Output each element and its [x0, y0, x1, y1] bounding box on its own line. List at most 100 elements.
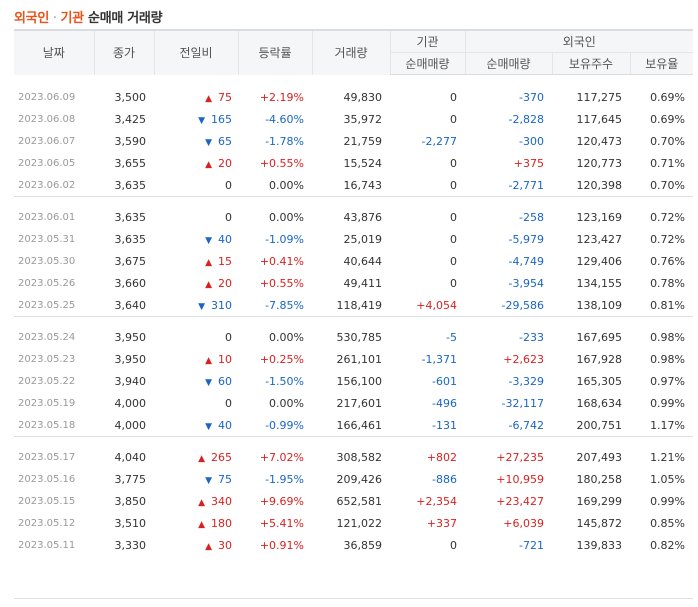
table-row: 2023.05.31 3,635 ▼ 40 -1.09% 25,019 0 -5,979 123…	[14, 228, 693, 250]
header-inst-net: 순매매량	[389, 52, 465, 75]
cell-rate: +2.19%	[259, 90, 304, 104]
cell-inst-net: -496	[432, 396, 457, 410]
cell-foreign-net: -370	[519, 90, 544, 104]
cell-foreign-ratio: 1.05%	[650, 472, 686, 486]
title-rest: 순매매 거래량	[83, 11, 163, 26]
cell-rate: +0.55%	[259, 156, 304, 170]
cell-date: 2023.05.17	[18, 451, 76, 463]
title-institution: 기관	[60, 11, 84, 26]
change-value: 40	[218, 232, 232, 246]
cell-rate: +9.69%	[259, 494, 304, 508]
cell-inst-net: 0	[450, 90, 457, 104]
cell-foreign-ratio: 0.82%	[650, 538, 686, 552]
group-separator-cell	[14, 316, 694, 326]
cell-date: 2023.06.07	[18, 135, 76, 147]
cell-foreign-holdings: 167,695	[576, 330, 623, 344]
cell-foreign-holdings: 165,305	[576, 374, 623, 388]
arrow-up-icon: ▲	[205, 257, 212, 268]
cell-rate: 0.00%	[269, 396, 304, 410]
arrow-up-icon: ▲	[198, 497, 205, 508]
cell-rate: +0.55%	[259, 276, 304, 290]
cell-date: 2023.05.11	[18, 539, 76, 551]
cell-volume: 121,022	[336, 516, 383, 530]
table-row: 2023.06.05 3,655 ▲ 20 +0.55% 15,524 0 +375 120,7…	[14, 152, 693, 174]
header-foreign-net: 순매매량	[464, 52, 552, 75]
cell-rate: +5.41%	[259, 516, 304, 530]
cell-foreign-net: +6,039	[503, 516, 544, 530]
cell-foreign-ratio: 0.72%	[650, 232, 686, 246]
cell-inst-net: 0	[450, 538, 457, 552]
cell-close: 3,635	[114, 210, 147, 224]
header-foreign-ratio: 보유율	[629, 52, 694, 75]
cell-foreign-net: -258	[519, 210, 544, 224]
change-value: 20	[218, 156, 232, 170]
change-value: 265	[211, 450, 232, 464]
cell-close: 3,675	[114, 254, 147, 268]
cell-date: 2023.05.22	[18, 375, 76, 387]
cell-foreign-ratio: 0.98%	[650, 352, 686, 366]
cell-foreign-ratio: 0.71%	[650, 156, 686, 170]
cell-change: 0	[154, 326, 238, 348]
table-row: 2023.05.12 3,510 ▲ 180 +5.41% 121,022 +337 +6,0…	[14, 512, 693, 534]
header-volume: 거래량	[311, 29, 390, 75]
cell-close: 3,425	[114, 112, 147, 126]
table-row: 2023.06.08 3,425 ▼ 165 -4.60% 35,972 0 -2,828 11…	[14, 108, 693, 130]
table-row: 2023.06.02 3,635 0 0.00% 16,743 0 -2,771 120,39…	[14, 174, 693, 197]
cell-volume: 530,785	[336, 330, 383, 344]
cell-rate: 0.00%	[269, 178, 304, 192]
cell-foreign-holdings: 169,299	[576, 494, 623, 508]
cell-change: ▼ 40	[154, 414, 238, 437]
cell-date: 2023.05.19	[18, 397, 76, 409]
cell-foreign-ratio: 0.69%	[650, 90, 686, 104]
cell-foreign-net: -3,329	[508, 374, 544, 388]
change-value: 30	[218, 538, 232, 552]
cell-foreign-ratio: 1.17%	[650, 418, 686, 432]
cell-inst-net: -5	[446, 330, 457, 344]
cell-foreign-holdings: 207,493	[576, 450, 623, 464]
cell-volume: 35,972	[343, 112, 383, 126]
arrow-up-icon: ▲	[198, 453, 205, 464]
table-row: 2023.05.24 3,950 0 0.00% 530,785 -5 -233 167,69…	[14, 326, 693, 348]
cell-change: ▲ 265	[154, 446, 238, 468]
cell-foreign-ratio: 0.97%	[650, 374, 686, 388]
cell-foreign-ratio: 0.85%	[650, 516, 686, 530]
cell-close: 3,640	[114, 298, 147, 312]
cell-rate: +0.91%	[259, 538, 304, 552]
cell-inst-net: +337	[426, 516, 457, 530]
cell-close: 3,950	[114, 330, 147, 344]
cell-rate: -1.95%	[265, 472, 304, 486]
arrow-down-icon: ▼	[198, 301, 205, 312]
section-title: 외국인 · 기관 순매매 거래량	[14, 7, 163, 26]
cell-inst-net: +2,354	[416, 494, 457, 508]
table-row: 2023.05.16 3,775 ▼ 75 -1.95% 209,426 -886 +10,9…	[14, 468, 693, 490]
cell-close: 4,000	[114, 396, 147, 410]
cell-inst-net: 0	[450, 254, 457, 268]
cell-date: 2023.06.01	[18, 211, 76, 223]
change-value: 20	[218, 276, 232, 290]
cell-foreign-net: -32,117	[501, 396, 544, 410]
cell-close: 4,040	[114, 450, 147, 464]
change-value: 0	[225, 178, 232, 192]
table-row: 2023.05.25 3,640 ▼ 310 -7.85% 118,419 +4,054 -2…	[14, 294, 693, 317]
cell-inst-net: 0	[450, 232, 457, 246]
cell-foreign-ratio: 1.21%	[650, 450, 686, 464]
cell-foreign-ratio: 0.99%	[650, 396, 686, 410]
table-row: 2023.06.07 3,590 ▼ 65 -1.78% 21,759 -2,277 -300…	[14, 130, 693, 152]
cell-date: 2023.05.16	[18, 473, 76, 485]
header-change: 전일비	[153, 29, 238, 75]
cell-rate: -1.50%	[265, 374, 304, 388]
cell-foreign-net: +375	[513, 156, 544, 170]
cell-date: 2023.06.08	[18, 113, 76, 125]
cell-foreign-holdings: 120,398	[576, 178, 623, 192]
cell-close: 3,940	[114, 374, 147, 388]
cell-inst-net: -1,371	[421, 352, 457, 366]
cell-change: ▲ 340	[154, 490, 238, 512]
cell-close: 3,660	[114, 276, 147, 290]
cell-volume: 261,101	[336, 352, 383, 366]
cell-rate: -7.85%	[265, 298, 304, 312]
cell-volume: 49,830	[343, 90, 383, 104]
table-bottom-border	[14, 598, 693, 599]
header-date: 날짜	[14, 29, 94, 75]
change-value: 40	[218, 418, 232, 432]
cell-rate: 0.00%	[269, 330, 304, 344]
